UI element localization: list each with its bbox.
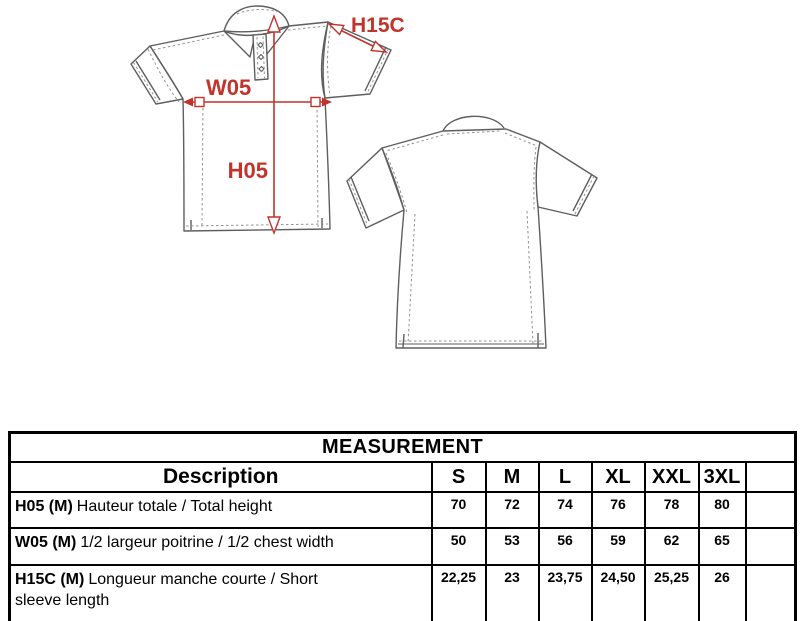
measurement-value-cell: 70	[430, 491, 487, 529]
measurement-table: MEASUREMENT Description S M L XL XXL 3XL…	[8, 431, 798, 621]
measurement-value-cell: 59	[590, 527, 646, 566]
size-column-header-3xl: 3XL	[697, 461, 747, 493]
size-column-header-xxl: XXL	[643, 461, 700, 493]
description-column-header: Description	[8, 461, 433, 493]
empty-cell	[744, 564, 797, 621]
back-right-cuff-line	[572, 173, 593, 212]
measurement-row-h15c: H15C (M) Longueur manche courte / Short s…	[8, 564, 797, 621]
empty-column-header	[744, 461, 797, 493]
measurement-description-cell: H15C (M) Longueur manche courte / Short s…	[8, 564, 433, 621]
measurement-value-cell: 74	[537, 491, 593, 529]
measurement-description: 1/2 largeur poitrine / 1/2 chest width	[80, 534, 334, 551]
measurement-value-cell: 23	[484, 564, 540, 621]
back-left-cuff-line	[350, 176, 370, 222]
measurement-value-cell: 25,25	[643, 564, 700, 621]
measurement-row-h05: H05 (M) Hauteur totale / Total height 70 …	[8, 491, 797, 529]
measurement-code: W05 (M)	[15, 534, 77, 551]
front-right-sleeve	[322, 21, 392, 99]
size-column-header-xl: XL	[590, 461, 646, 493]
empty-cell	[744, 491, 797, 529]
measurement-value-cell: 22,25	[430, 564, 487, 621]
back-left-sleeve	[346, 147, 405, 229]
placket-buttons	[257, 41, 265, 73]
measurement-value-cell: 78	[643, 491, 700, 529]
table-title: MEASUREMENT	[8, 431, 797, 463]
measurement-row-w05: W05 (M) 1/2 largeur poitrine / 1/2 chest …	[8, 527, 797, 566]
polo-front-view	[130, 5, 392, 232]
back-left-vent	[402, 333, 405, 349]
measurement-value-cell: 72	[484, 491, 540, 529]
measurement-code: H05 (M)	[15, 498, 73, 515]
measurement-value-cell: 65	[697, 527, 747, 566]
measurement-value-cell: 24,50	[590, 564, 646, 621]
polo-back-view	[346, 115, 598, 349]
back-right-sleeve	[535, 141, 598, 217]
measurement-value-cell: 56	[537, 527, 593, 566]
measurement-description: Longueur manche courte / Short sleeve le…	[15, 571, 318, 609]
measurement-value-cell: 80	[697, 491, 747, 529]
back-body	[381, 128, 547, 349]
garment-technical-drawing: H05 W05 H15C	[130, 5, 598, 349]
front-right-cuff-line	[364, 46, 387, 92]
front-body	[149, 21, 331, 232]
measurement-description: Hauteur totale / Total height	[76, 498, 273, 515]
back-stitching	[348, 130, 595, 345]
size-column-header-m: M	[484, 461, 540, 493]
dimension-label-w05: W05	[206, 75, 251, 100]
measurement-value-cell: 26	[697, 564, 747, 621]
measurement-value-cell: 23,75	[537, 564, 593, 621]
h15c-dimension-arrow	[327, 23, 388, 53]
measurement-value-cell: 62	[643, 527, 700, 566]
measurement-value-cell: 50	[430, 527, 487, 566]
measurement-value-cell: 76	[590, 491, 646, 529]
w05-dimension-arrow	[183, 96, 332, 108]
front-stitching	[133, 9, 389, 229]
measurement-code: H15C (M)	[15, 571, 85, 588]
empty-cell	[744, 527, 797, 566]
measurement-description-cell: H05 (M) Hauteur totale / Total height	[8, 491, 433, 529]
front-left-cuff-line	[135, 60, 161, 101]
size-column-header-s: S	[430, 461, 487, 493]
h05-dimension-arrow	[266, 14, 282, 235]
dimension-label-h15c: H15C	[351, 14, 405, 37]
dimension-label-h05: H05	[228, 158, 268, 183]
measurement-value-cell: 53	[484, 527, 540, 566]
back-collar	[442, 115, 505, 132]
measurement-description-cell: W05 (M) 1/2 largeur poitrine / 1/2 chest …	[8, 527, 433, 566]
size-column-header-l: L	[537, 461, 593, 493]
